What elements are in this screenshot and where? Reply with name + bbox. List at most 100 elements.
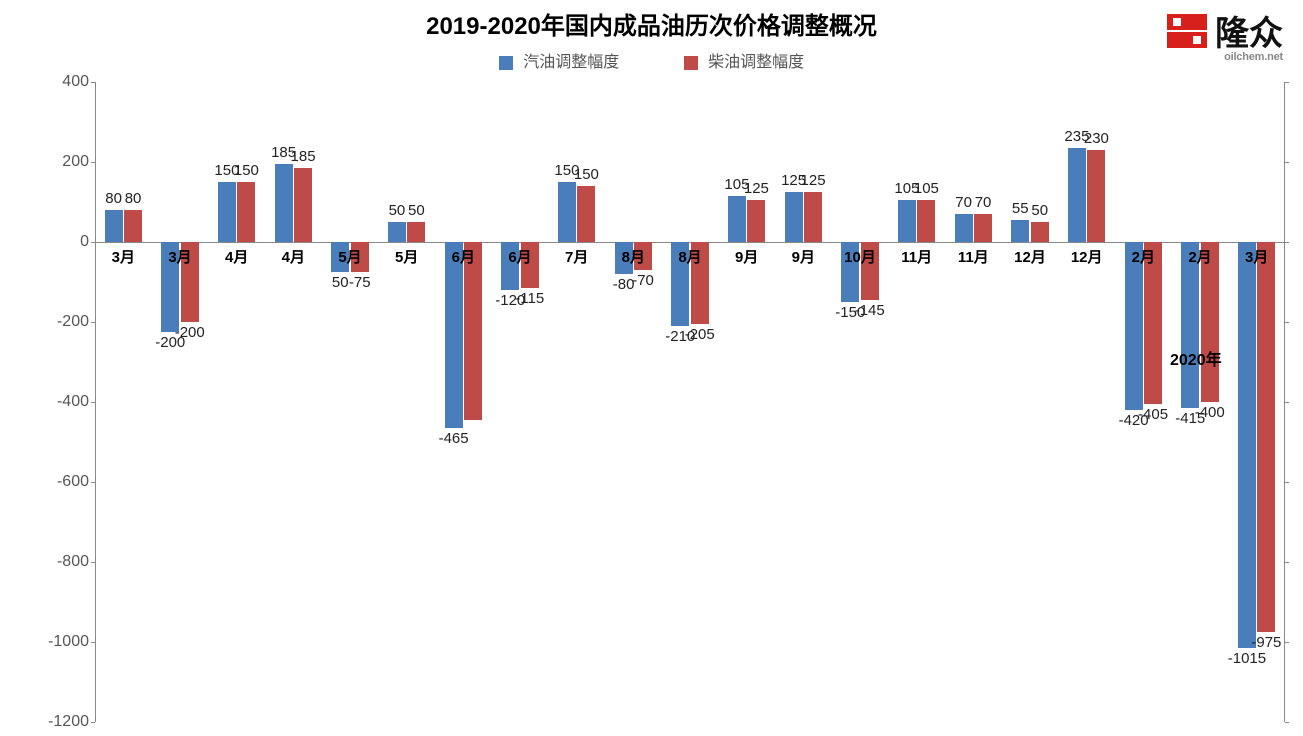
category-label: 6月 [498, 246, 542, 267]
bar-value-label: 50 [1018, 202, 1062, 219]
bar-gasoline [558, 182, 576, 242]
category-label: 8月 [611, 246, 655, 267]
ytick-label: -200 [57, 313, 89, 331]
legend-swatch-diesel [684, 56, 698, 70]
category-label: 4月 [215, 246, 259, 267]
legend-label-gasoline: 汽油调整幅度 [523, 54, 619, 71]
category-label: 11月 [895, 246, 939, 267]
year-annotation: 2020年 [1170, 346, 1222, 370]
ytick-label: -400 [57, 393, 89, 411]
bar-gasoline [785, 192, 803, 242]
y-axis [95, 82, 96, 722]
ytick-mark-right [1285, 242, 1289, 243]
bar-diesel [1087, 150, 1105, 242]
ytick-mark-right [1285, 722, 1289, 723]
legend-swatch-gasoline [499, 56, 513, 70]
ytick-mark [91, 402, 95, 403]
bar-value-label: -1015 [1225, 650, 1269, 667]
bar-value-label: 125 [791, 172, 835, 189]
bar-value-label: 150 [224, 162, 268, 179]
bar-diesel [464, 242, 482, 420]
bar-diesel [577, 186, 595, 242]
category-label: 2月 [1121, 246, 1165, 267]
ytick-mark [91, 162, 95, 163]
category-label: 3月 [158, 246, 202, 267]
category-label: 7月 [555, 246, 599, 267]
bar-diesel [237, 182, 255, 242]
logo-icon [1167, 14, 1207, 53]
logo-text: 隆众 [1215, 17, 1283, 51]
ytick-mark [91, 322, 95, 323]
bar-gasoline [898, 200, 916, 242]
category-label: 5月 [328, 246, 372, 267]
category-label: 9月 [725, 246, 769, 267]
category-label: 5月 [385, 246, 429, 267]
bar-diesel [974, 214, 992, 242]
ytick-label: -800 [57, 553, 89, 571]
bar-gasoline [728, 196, 746, 242]
ytick-mark-right [1285, 402, 1289, 403]
bar-value-label: 80 [111, 190, 155, 207]
category-label: 9月 [781, 246, 825, 267]
bar-diesel [294, 168, 312, 242]
bar-value-label: 50 [394, 202, 438, 219]
chart-title: 2019-2020年国内成品油历次价格调整概况 [0, 6, 1303, 41]
bar-gasoline [955, 214, 973, 242]
bar-value-label: -975 [1244, 634, 1288, 651]
ytick-label: -1000 [48, 633, 89, 651]
legend-item-diesel: 柴油调整幅度 [684, 48, 804, 72]
ytick-mark-right [1285, 162, 1289, 163]
legend-item-gasoline: 汽油调整幅度 [499, 48, 619, 72]
bar-value-label: -205 [678, 326, 722, 343]
ytick-mark-right [1285, 562, 1289, 563]
bar-gasoline [275, 164, 293, 242]
brand-logo: 隆众 oilchem.net [1167, 14, 1283, 63]
ytick-mark-right [1285, 82, 1289, 83]
legend-label-diesel: 柴油调整幅度 [708, 54, 804, 71]
bar-gasoline [218, 182, 236, 242]
ytick-label: 400 [62, 73, 89, 91]
category-label: 10月 [838, 246, 882, 267]
bar-value-label: 185 [281, 148, 325, 165]
ytick-label: -1200 [48, 713, 89, 731]
bar-diesel [917, 200, 935, 242]
ytick-label: 0 [80, 233, 89, 251]
category-label: 3月 [1235, 246, 1279, 267]
ytick-mark [91, 722, 95, 723]
bar-value-label: -465 [432, 430, 476, 447]
bar-gasoline [1068, 148, 1086, 242]
ytick-mark [91, 242, 95, 243]
bar-diesel [804, 192, 822, 242]
bar-diesel [1031, 222, 1049, 242]
bar-value-label: -145 [848, 302, 892, 319]
category-label: 8月 [668, 246, 712, 267]
category-label: 4月 [271, 246, 315, 267]
ytick-label: 200 [62, 153, 89, 171]
bar-diesel [407, 222, 425, 242]
bar-gasoline [1238, 242, 1256, 648]
ytick-mark [91, 562, 95, 563]
bar-gasoline [388, 222, 406, 242]
bar-diesel [747, 200, 765, 242]
chart-container: 2019-2020年国内成品油历次价格调整概况 汽油调整幅度 柴油调整幅度 隆众… [0, 0, 1303, 736]
bar-diesel [124, 210, 142, 242]
plot-area: -1200-1000-800-600-400-200020040080803月-… [95, 82, 1285, 722]
ytick-mark [91, 82, 95, 83]
bar-value-label: -70 [621, 272, 665, 289]
category-label: 6月 [441, 246, 485, 267]
bar-value-label: -400 [1188, 404, 1232, 421]
bar-diesel [1257, 242, 1275, 632]
bar-value-label: -75 [338, 274, 382, 291]
category-label: 3月 [101, 246, 145, 267]
category-label: 2月 [1178, 246, 1222, 267]
ytick-label: -600 [57, 473, 89, 491]
bar-value-label: -115 [508, 290, 552, 307]
category-label: 12月 [1008, 246, 1052, 267]
ytick-mark-right [1285, 482, 1289, 483]
category-label: 12月 [1065, 246, 1109, 267]
bar-gasoline [1011, 220, 1029, 242]
bar-value-label: 150 [564, 166, 608, 183]
ytick-mark-right [1285, 322, 1289, 323]
bar-value-label: -200 [168, 324, 212, 341]
legend: 汽油调整幅度 柴油调整幅度 [0, 48, 1303, 72]
